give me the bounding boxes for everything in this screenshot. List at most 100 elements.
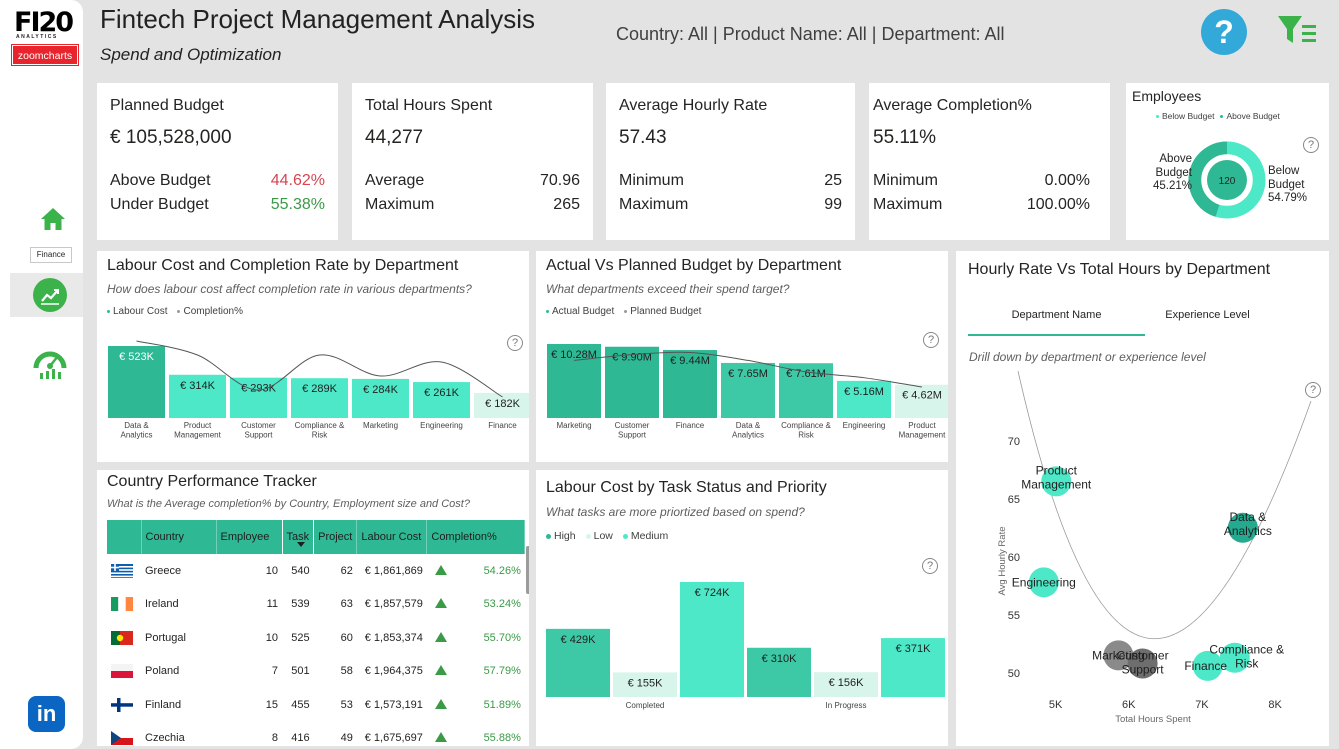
- kpi-row-value: 70.96: [539, 172, 580, 189]
- scatter-point-label: Customer: [1117, 649, 1169, 663]
- scatter-point: [1028, 567, 1059, 598]
- y-tick-label: 60: [1008, 552, 1020, 564]
- kpi-row-value: 0.00%: [1044, 172, 1090, 189]
- kpi-row: Maximum 265: [365, 196, 580, 214]
- kpi-row-value: 265: [553, 196, 580, 213]
- cell-project: 49: [340, 732, 353, 745]
- actual-bar-label: € 10.28M: [551, 349, 597, 361]
- cell-project: 58: [340, 665, 353, 678]
- cell-country: Finland: [145, 698, 182, 711]
- column-header-completion[interactable]: Completion%: [426, 520, 526, 554]
- kpi-row: Above Budget 44.62%: [110, 172, 325, 190]
- cell-country: Poland: [145, 665, 180, 678]
- nav-tooltip: Finance: [30, 247, 72, 263]
- cell-completion: 51.89%: [427, 688, 525, 722]
- kpi-row-label: Maximum: [365, 196, 435, 213]
- task-bar: [546, 628, 610, 697]
- legend-completion: Completion%: [177, 306, 243, 317]
- employees-card: Employees Below Budget Above Budget ? 12…: [1126, 83, 1329, 240]
- filter-icon[interactable]: [1276, 12, 1320, 48]
- column-header-country[interactable]: Country: [141, 520, 217, 554]
- actual-category-label: Marketing: [556, 421, 591, 430]
- table-row[interactable]: Czechia 8 416 49 € 1,675,697 55.88%: [107, 722, 525, 747]
- cell-completion: 55.88%: [427, 722, 525, 747]
- kpi-row: Minimum 25: [619, 172, 842, 190]
- kpi-value: 55.11%: [873, 127, 937, 148]
- panel-subtitle: What tasks are more priortized based on …: [546, 505, 805, 519]
- actual-category-label: Finance: [676, 421, 705, 430]
- table-scrollbar[interactable]: [526, 546, 529, 594]
- panel-title: Country Performance Tracker: [107, 473, 317, 490]
- tab-department-name[interactable]: Department Name: [1011, 309, 1102, 321]
- column-header-project[interactable]: Project: [313, 520, 358, 554]
- kpi-row-value: 100.00%: [1026, 196, 1090, 213]
- country-table: Country Employee Task Project Labour Cos…: [107, 520, 526, 747]
- labour-bar: [108, 346, 165, 418]
- scatter-point-label: Finance: [1184, 659, 1227, 673]
- home-icon[interactable]: [38, 204, 68, 234]
- scatter-chart: 5K 6K 7K 8K 50 55 60 65 70 Total Hours Spent Avg H…: [997, 370, 1312, 725]
- task-status-chart: € 429K € 155K Completed € 724K € 310K € 156K I…: [546, 582, 945, 710]
- legend-labour-cost: Labour Cost: [107, 306, 167, 317]
- labour-category-label: Management: [174, 431, 221, 440]
- help-icon[interactable]: ?: [1303, 137, 1319, 153]
- help-icon[interactable]: ?: [507, 335, 523, 351]
- flag-portugal-icon: [107, 621, 141, 655]
- logo-subtext: ANALYTICS: [16, 34, 58, 40]
- scatter-point-label: Risk: [1235, 657, 1259, 671]
- labour-bar: [413, 382, 470, 418]
- panel-title: Hourly Rate Vs Total Hours by Department: [968, 261, 1271, 278]
- labour-category-label: Engineering: [420, 421, 463, 430]
- help-icon[interactable]: ?: [1305, 382, 1321, 398]
- labour-category-label: Finance: [488, 421, 517, 430]
- help-icon[interactable]: ?: [1201, 9, 1247, 55]
- scatter-point-label: Analytics: [1224, 524, 1272, 538]
- y-tick-label: 55: [1008, 610, 1020, 622]
- table-row[interactable]: Poland 7 501 58 € 1,964,375 57.79%: [107, 655, 525, 689]
- completion-line: [136, 340, 503, 398]
- cell-completion: 57.79%: [427, 655, 525, 689]
- cell-country: Czechia: [145, 732, 185, 745]
- scatter-point-label: Product: [1036, 463, 1078, 477]
- linkedin-icon[interactable]: in: [28, 696, 65, 732]
- cell-employee: 11: [266, 598, 278, 611]
- table-row[interactable]: Finland 15 455 53 € 1,573,191 51.89%: [107, 688, 525, 722]
- tab-experience-level[interactable]: Experience Level: [1165, 309, 1250, 321]
- actual-bar-label: € 9.44M: [670, 355, 710, 367]
- kpi-row: Maximum 100.00%: [873, 196, 1090, 214]
- nav-finance-button[interactable]: [10, 273, 83, 317]
- x-tick-label: 8K: [1268, 699, 1282, 711]
- flag-column-header: [107, 520, 142, 554]
- kpi-average-completion: Average Completion% 55.11% Minimum 0.00% …: [869, 83, 1110, 240]
- cell-project: 60: [340, 631, 353, 644]
- kpi-total-hours: Total Hours Spent 44,277 Average 70.96 Ma…: [352, 83, 593, 240]
- column-header-task[interactable]: Task: [282, 520, 315, 554]
- column-header-labour-cost[interactable]: Labour Cost: [356, 520, 428, 554]
- scatter-point-label: Marketing: [1092, 648, 1145, 662]
- task-bar-label: € 155K: [628, 677, 664, 689]
- table-row[interactable]: Ireland 11 539 63 € 1,857,579 53.24%: [107, 588, 525, 622]
- legend-below: Below Budget: [1156, 111, 1214, 121]
- labour-category-label: Support: [244, 431, 273, 440]
- help-icon[interactable]: ?: [922, 558, 938, 574]
- labour-cost-chart: € 523K Data &Analytics € 314K ProductManage…: [108, 340, 529, 440]
- kpi-row-value: 44.62%: [270, 172, 325, 189]
- actual-legend: Actual Budget Planned Budget: [546, 306, 701, 317]
- column-header-employee[interactable]: Employee: [216, 520, 283, 554]
- table-row[interactable]: Portugal 10 525 60 € 1,853,374 55.70%: [107, 621, 525, 655]
- legend-planned: Planned Budget: [624, 306, 701, 317]
- gauge-icon[interactable]: [32, 346, 68, 380]
- kpi-row: Maximum 99: [619, 196, 842, 214]
- kpi-row-label: Maximum: [873, 196, 943, 213]
- help-icon[interactable]: ?: [923, 332, 939, 348]
- panel-subtitle: How does labour cost affect completion r…: [107, 282, 472, 296]
- flag-czechia-icon: [107, 722, 141, 747]
- cell-employee: 15: [265, 698, 278, 711]
- labour-bar-label: € 261K: [424, 387, 460, 399]
- cell-task: 525: [291, 631, 310, 644]
- actual-category-label: Product: [908, 421, 936, 430]
- cell-project: 62: [340, 564, 353, 577]
- trend-up-icon: [434, 732, 447, 743]
- table-row[interactable]: Greece 10 540 62 € 1,861,869 54.26%: [107, 554, 525, 588]
- employees-legend: Below Budget Above Budget: [1156, 111, 1280, 121]
